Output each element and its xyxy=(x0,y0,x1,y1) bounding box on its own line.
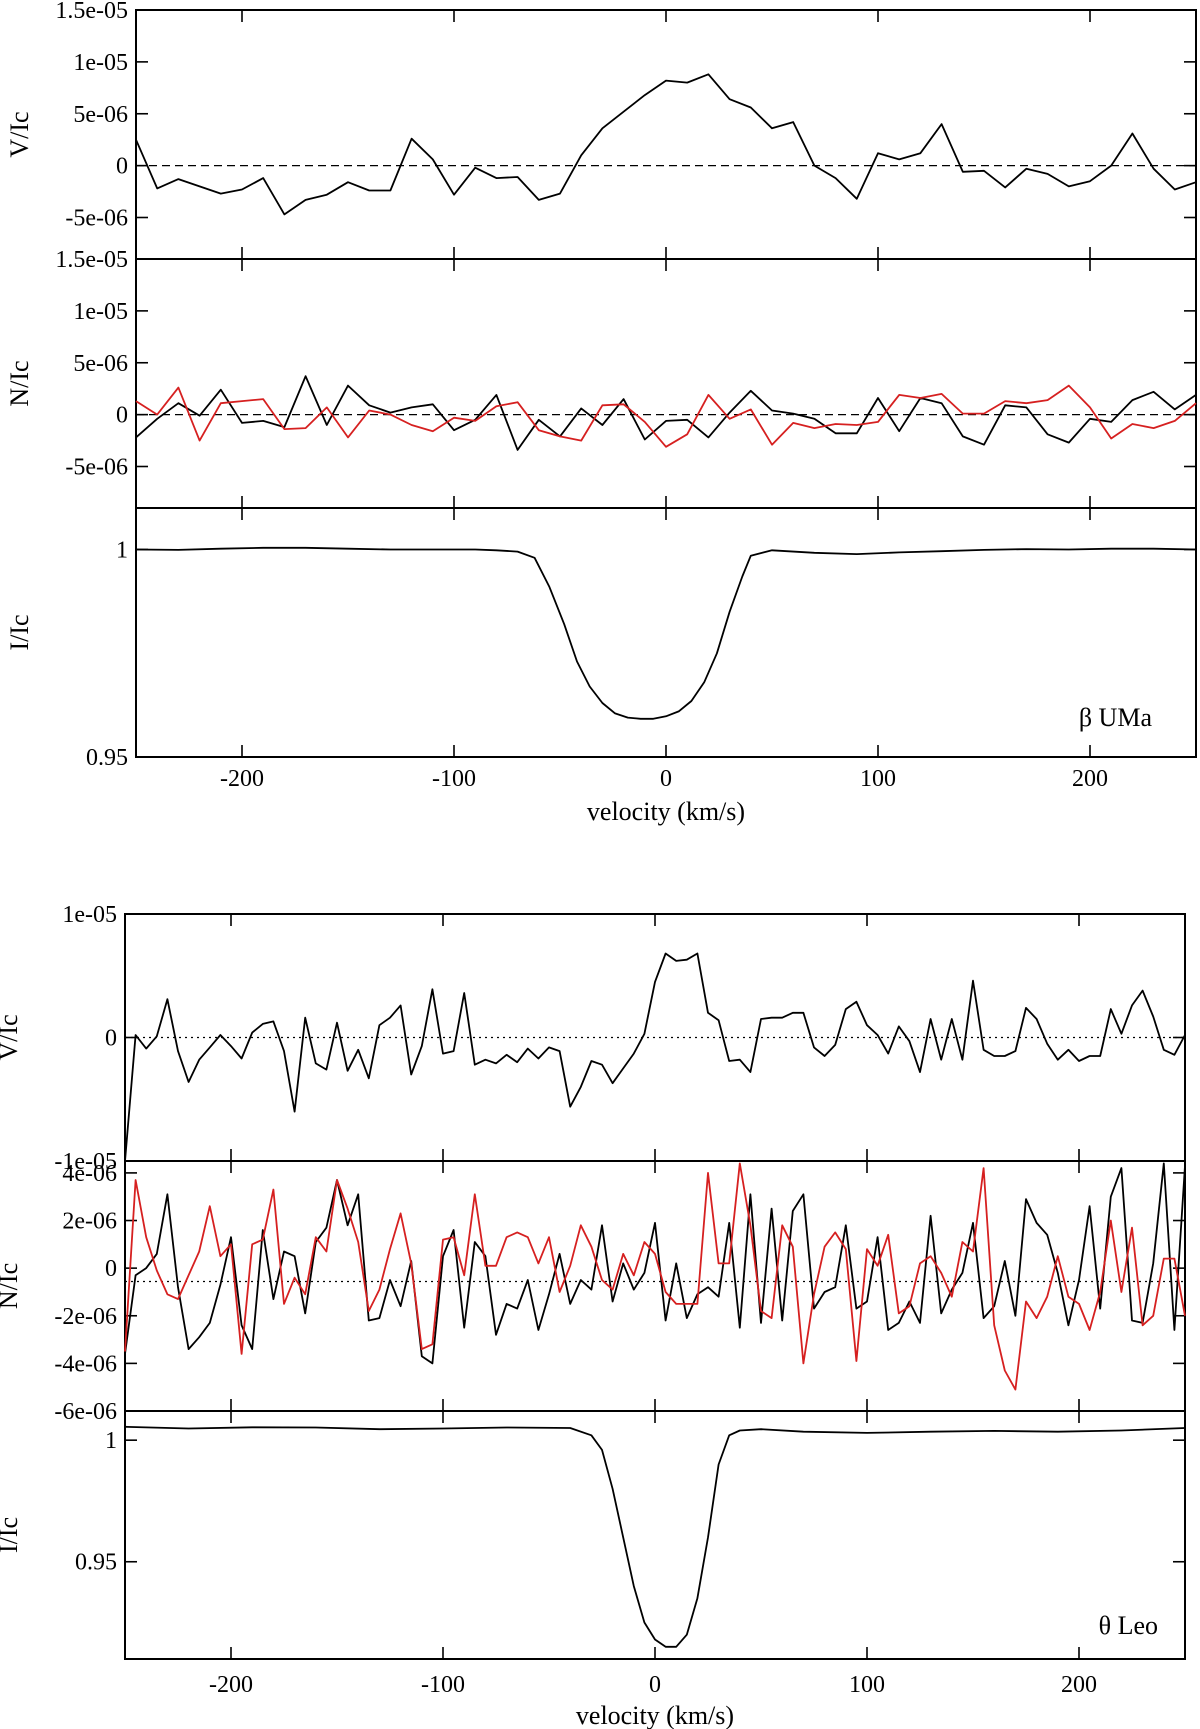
y-tick-label: 0.95 xyxy=(75,1550,117,1576)
series-line-red xyxy=(124,1162,1186,1391)
y-tick-label: 1.5e-05 xyxy=(55,247,128,273)
series-line-black xyxy=(124,952,1186,1162)
series-line-black xyxy=(135,546,1197,720)
panel-frame xyxy=(135,9,1197,260)
y-tick-label: 0 xyxy=(116,154,128,180)
y-tick-label: 1e-05 xyxy=(73,50,128,76)
y-tick-label: 0 xyxy=(105,1256,117,1282)
x-tick-label: 100 xyxy=(849,1672,885,1698)
panel-frame xyxy=(135,258,1197,509)
y-tick-label: -2e-06 xyxy=(54,1304,117,1330)
series-line-black xyxy=(135,375,1197,451)
y-tick-label: 0.95 xyxy=(86,745,128,771)
y-tick-label: 5e-06 xyxy=(73,102,128,128)
y-tick-label: 1.5e-05 xyxy=(55,0,128,24)
x-axis-label: velocity (km/s) xyxy=(576,1701,734,1729)
x-tick-label: -200 xyxy=(220,766,264,792)
y-tick-label: 4e-06 xyxy=(62,1161,117,1187)
y-tick-label: -1e-05 xyxy=(54,1149,117,1175)
x-tick-label: 100 xyxy=(860,766,896,792)
x-tick-label: 200 xyxy=(1072,766,1108,792)
y-axis-label: V/Ic xyxy=(0,1014,23,1060)
y-tick-label: 1 xyxy=(116,538,128,564)
y-tick-label: -4e-06 xyxy=(54,1351,117,1377)
y-tick-label: 1 xyxy=(105,1428,117,1454)
y-axis-label: N/Ic xyxy=(5,360,34,406)
y-tick-label: -6e-06 xyxy=(54,1399,117,1425)
y-tick-label: 0 xyxy=(105,1026,117,1052)
x-tick-label: 0 xyxy=(649,1672,661,1698)
star-name-label: θ Leo xyxy=(1099,1611,1158,1640)
star-name-label: β UMa xyxy=(1079,703,1153,732)
x-tick-label: -200 xyxy=(209,1672,253,1698)
y-axis-label: I/Ic xyxy=(5,614,34,650)
y-tick-label: 2e-06 xyxy=(62,1209,117,1235)
series-line-black xyxy=(124,1425,1186,1648)
x-tick-label: -100 xyxy=(432,766,476,792)
panel-frame xyxy=(124,1410,1186,1660)
y-axis-label: V/Ic xyxy=(5,111,34,157)
y-tick-label: -5e-06 xyxy=(65,455,128,481)
x-tick-label: -100 xyxy=(421,1672,465,1698)
y-tick-label: 5e-06 xyxy=(73,351,128,377)
y-axis-label: I/Ic xyxy=(0,1517,23,1553)
y-tick-label: 0 xyxy=(116,403,128,429)
panel-frame xyxy=(135,507,1197,758)
y-tick-label: -5e-06 xyxy=(65,206,128,232)
y-tick-label: 1e-05 xyxy=(73,299,128,325)
y-tick-label: 1e-05 xyxy=(62,902,117,928)
x-tick-label: 0 xyxy=(660,766,672,792)
y-axis-label: N/Ic xyxy=(0,1263,23,1309)
series-line-black xyxy=(135,73,1197,216)
x-tick-label: 200 xyxy=(1061,1672,1097,1698)
series-line-red xyxy=(135,384,1197,448)
x-axis-label: velocity (km/s) xyxy=(587,797,745,826)
series-line-black xyxy=(124,1162,1186,1365)
